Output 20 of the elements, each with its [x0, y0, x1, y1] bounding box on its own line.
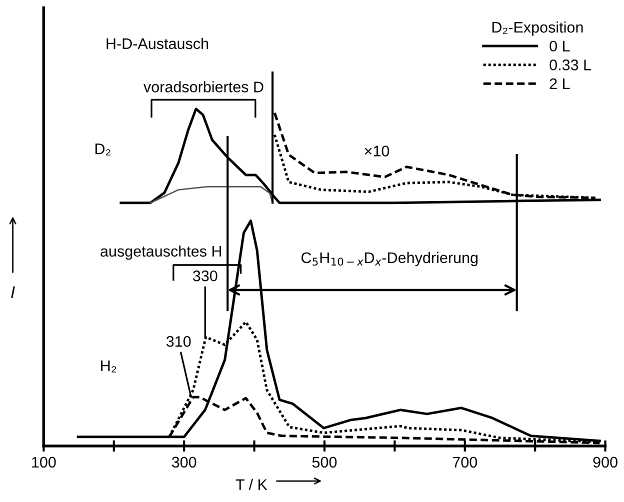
x-tick-label: 900 [593, 456, 618, 468]
annotation: ausgetauschtes H [100, 245, 222, 260]
y-axis-title: I [11, 286, 15, 298]
legend-title: D₂-Exposition [492, 21, 583, 36]
text: H-D-Austausch [106, 38, 208, 50]
annotation: H₂ [101, 360, 116, 372]
annotation: D₂ [95, 144, 110, 156]
annotation: C$_{5}$H$_{10−x}$D$_{x}$-Dehydrierung [301, 252, 478, 266]
legend-label: 0.33 L [550, 60, 592, 70]
x-tick-label: 100 [32, 456, 56, 468]
x-tick-label: 700 [452, 456, 478, 468]
annotation: 310 [166, 336, 191, 347]
annotation: ×10 [364, 146, 390, 156]
x-tick-label: 500 [312, 456, 337, 468]
annotation: 330 [192, 270, 218, 282]
legend-label: 0 L [550, 40, 570, 52]
text: voradsorbiertes D [144, 81, 264, 92]
legend-label: 2 L [550, 78, 570, 90]
x-axis-title: T / K [236, 478, 268, 490]
x-tick-label: 300 [172, 456, 196, 468]
